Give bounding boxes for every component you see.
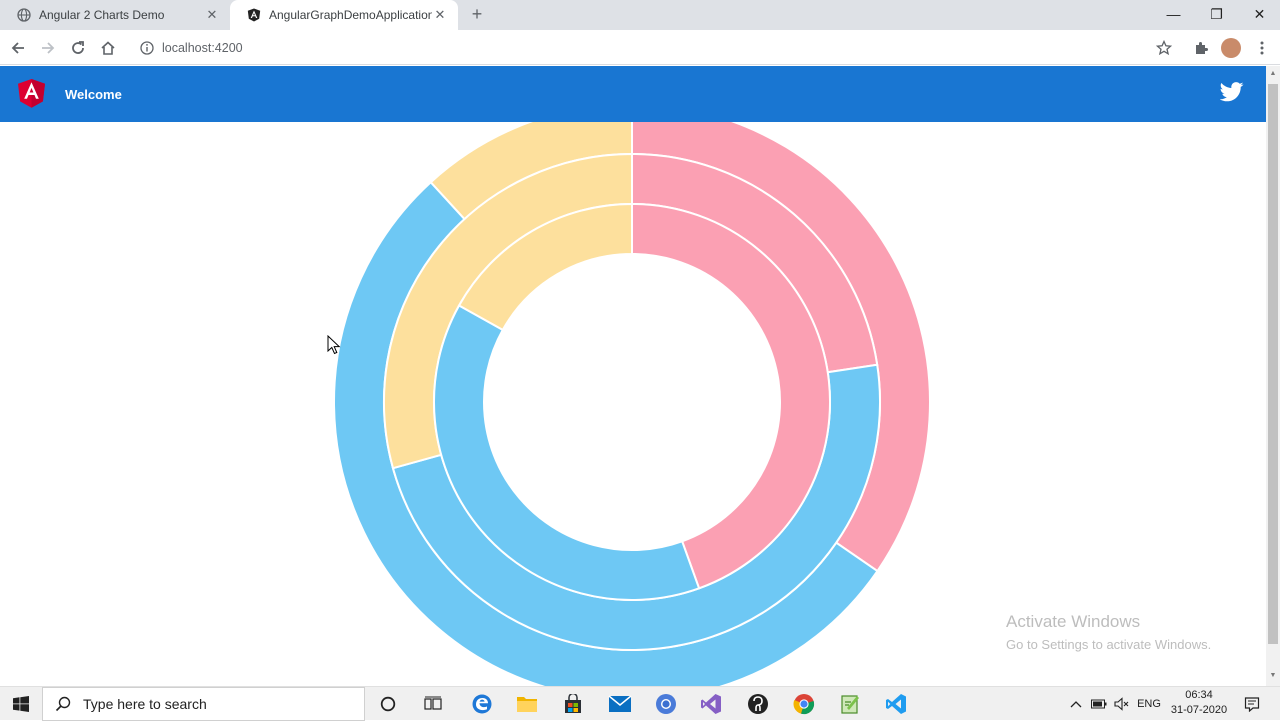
- avatar: [1221, 38, 1241, 58]
- google-chrome-icon[interactable]: [782, 687, 826, 721]
- language-indicator[interactable]: ENG: [1137, 698, 1161, 710]
- reload-button[interactable]: [66, 36, 90, 60]
- file-explorer-icon[interactable]: [505, 687, 549, 721]
- reload-icon: [72, 41, 84, 54]
- microsoft-store-icon[interactable]: [551, 687, 595, 721]
- scrollbar-thumb[interactable]: [1268, 84, 1278, 644]
- watermark-subtitle: Go to Settings to activate Windows.: [1006, 637, 1212, 652]
- back-button[interactable]: [6, 36, 30, 60]
- mouse-pointer-icon: [327, 334, 341, 360]
- app-header: Welcome: [0, 66, 1266, 122]
- windows-logo-icon: [13, 696, 29, 712]
- show-hidden-icons-chevron-up-icon[interactable]: [1066, 687, 1086, 721]
- url-text: localhost:4200: [162, 40, 243, 55]
- address-bar[interactable]: localhost:4200: [130, 33, 1180, 62]
- bookmark-star-icon[interactable]: [1152, 36, 1176, 60]
- taskbar-search-box[interactable]: Type here to search: [42, 687, 365, 721]
- close-tab-icon[interactable]: ✕: [206, 7, 218, 22]
- back-arrow-icon: [11, 42, 24, 54]
- tab-title: Angular 2 Charts Demo: [39, 8, 165, 22]
- inner-ring-segment-2[interactable]: [433, 304, 701, 601]
- battery-icon[interactable]: [1088, 687, 1110, 721]
- profile-avatar[interactable]: [1219, 36, 1243, 60]
- mail-icon[interactable]: [598, 687, 642, 721]
- globe-icon: [17, 8, 31, 22]
- volume-muted-icon[interactable]: [1111, 687, 1133, 721]
- windows-taskbar: Type here to search ENG: [0, 686, 1280, 721]
- system-clock[interactable]: 06:34 31-07-2020: [1166, 688, 1232, 718]
- close-window-button[interactable]: ✕: [1253, 6, 1266, 22]
- watermark-title: Activate Windows: [1006, 612, 1141, 631]
- menu-kebab-icon[interactable]: [1250, 36, 1274, 60]
- start-button[interactable]: [0, 687, 42, 721]
- extensions-icon[interactable]: [1189, 36, 1213, 60]
- chrome-icon[interactable]: [644, 687, 688, 721]
- notification-center-icon[interactable]: [1238, 687, 1266, 721]
- forward-arrow-icon: [42, 42, 55, 54]
- cortana-icon[interactable]: [366, 687, 410, 721]
- search-placeholder: Type here to search: [83, 696, 207, 712]
- doughnut-chart: [333, 122, 931, 686]
- angular-icon: [247, 8, 261, 22]
- info-icon: [140, 40, 154, 55]
- twitter-icon[interactable]: [1219, 82, 1244, 107]
- minimize-button[interactable]: —: [1166, 6, 1181, 22]
- scroll-up-arrow-icon[interactable]: ▲: [1269, 70, 1277, 77]
- vs-code-icon[interactable]: [874, 687, 918, 721]
- clock-time: 06:34: [1185, 689, 1213, 701]
- tab-title: AngularGraphDemoApplication: [269, 8, 432, 22]
- inner-ring-segment-1[interactable]: [631, 202, 831, 590]
- angular-logo-icon[interactable]: [18, 79, 45, 114]
- welcome-link[interactable]: Welcome: [65, 87, 122, 102]
- tab-angular-2-charts-demo[interactable]: Angular 2 Charts Demo ✕: [0, 0, 230, 30]
- maximize-button[interactable]: ❐: [1210, 6, 1223, 22]
- scroll-down-arrow-icon[interactable]: ▼: [1269, 672, 1277, 679]
- forward-button[interactable]: [36, 36, 60, 60]
- home-button[interactable]: [96, 36, 120, 60]
- tab-strip: Angular 2 Charts Demo ✕ AngularGraphDemo…: [0, 0, 1280, 30]
- page-scrollbar[interactable]: ▲ ▼: [1266, 66, 1280, 686]
- browser-toolbar: localhost:4200: [0, 30, 1280, 65]
- search-icon: [55, 696, 71, 712]
- github-desktop-icon[interactable]: [736, 687, 780, 721]
- edge-browser-icon[interactable]: [460, 687, 504, 721]
- notepad-plus-plus-icon[interactable]: [828, 687, 872, 721]
- close-tab-icon[interactable]: ✕: [434, 7, 446, 22]
- tab-angular-graph-demo-application[interactable]: AngularGraphDemoApplication ✕: [230, 0, 458, 30]
- activate-windows-watermark: Activate Windows Go to Settings to activ…: [1006, 612, 1211, 652]
- clock-date: 31-07-2020: [1170, 704, 1228, 716]
- inner-ring-segment-3[interactable]: [457, 202, 633, 332]
- home-icon: [101, 41, 115, 55]
- new-tab-button[interactable]: +: [471, 4, 483, 24]
- visual-studio-icon[interactable]: [689, 687, 733, 721]
- task-view-icon[interactable]: [411, 687, 455, 721]
